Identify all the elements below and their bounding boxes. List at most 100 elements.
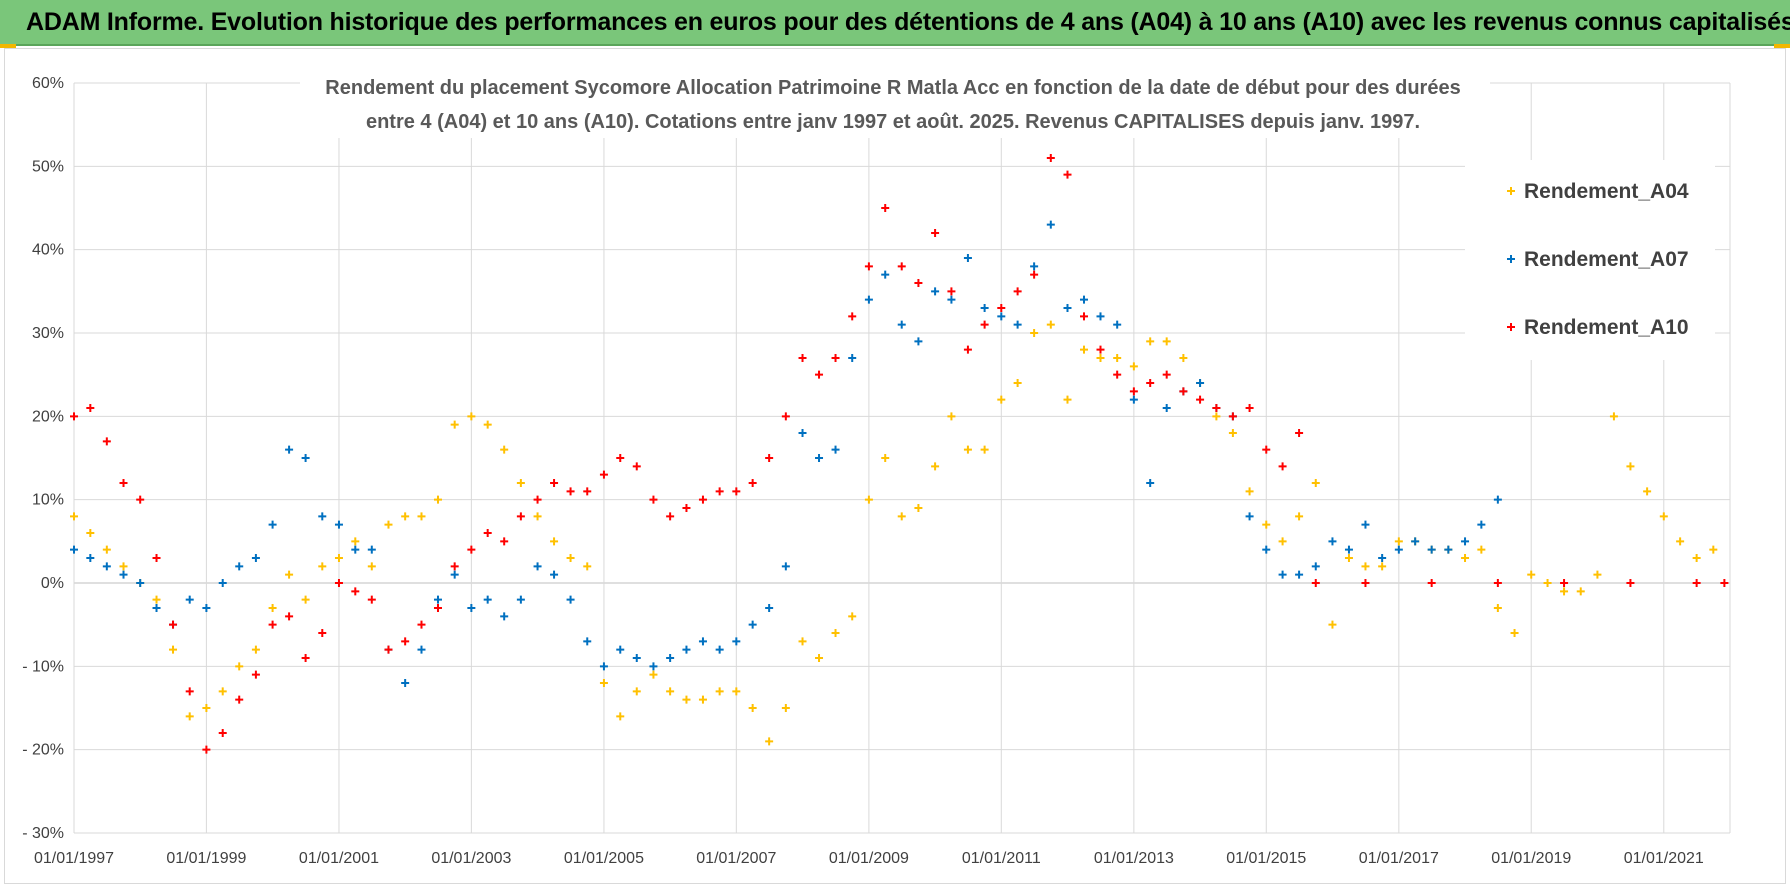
data-point: [516, 479, 525, 487]
data-point: [1676, 537, 1685, 546]
data-point: [848, 612, 857, 621]
data-point: [831, 354, 840, 362]
data-point: [1344, 545, 1353, 554]
data-point: [649, 495, 658, 504]
data-point: [1560, 587, 1569, 596]
data-point: [1262, 545, 1271, 554]
data-point: [1295, 570, 1304, 579]
data-point: [1394, 537, 1403, 546]
data-point: [831, 445, 840, 454]
data-point: [1411, 537, 1420, 546]
data-point: [963, 445, 972, 454]
data-point: [1720, 579, 1729, 587]
data-point: [1179, 354, 1188, 362]
data-point: [616, 454, 625, 462]
data-point: [1079, 345, 1088, 354]
data-point: [997, 304, 1006, 312]
data-point: [417, 645, 426, 654]
chart-border: [4, 48, 1786, 884]
data-point: [251, 670, 260, 679]
data-point: [218, 579, 227, 587]
data-point: [698, 695, 707, 704]
y-tick-label: 40%: [32, 242, 64, 259]
y-axis-ticks: 60% 50% 40% 30% 20% 10% 0% - 10% - 20% - 30%: [22, 75, 64, 842]
data-point: [1046, 320, 1055, 329]
data-point: [467, 604, 476, 612]
series-Rendement_A07: [70, 220, 1502, 687]
data-point: [1245, 404, 1254, 412]
data-point: [119, 479, 128, 487]
data-point: [301, 454, 310, 462]
data-point: [632, 687, 641, 696]
data-point: [483, 529, 492, 537]
data-point: [102, 545, 111, 554]
data-point: [947, 412, 956, 421]
chart-title: Rendement du placement Sycomore Allocati…: [300, 66, 1490, 138]
data-point: [152, 554, 161, 562]
banner-accent-right: [1774, 44, 1790, 48]
data-point: [433, 595, 442, 604]
data-point: [152, 604, 161, 612]
data-point: [732, 487, 741, 496]
data-point: [864, 495, 873, 504]
data-point: [1361, 562, 1370, 571]
data-point: [367, 545, 376, 554]
header-banner: ADAM Informe. Evolution historique des p…: [0, 0, 1790, 46]
data-point: [1609, 412, 1618, 421]
data-point: [1378, 562, 1387, 571]
data-point: [251, 645, 260, 654]
data-point: [781, 412, 790, 421]
data-point: [1593, 570, 1602, 579]
data-point: [1013, 379, 1022, 387]
data-point: [450, 570, 459, 579]
data-points: [70, 154, 1729, 754]
data-point: [1493, 579, 1502, 587]
data-point: [649, 662, 658, 671]
data-point: [765, 737, 774, 746]
data-point: [533, 562, 542, 571]
data-point: [516, 512, 525, 521]
data-point: [318, 512, 327, 521]
data-point: [185, 712, 194, 721]
data-point: [815, 370, 824, 379]
x-tick-label: 01/01/2017: [1359, 850, 1439, 867]
y-tick-label: 0%: [41, 575, 64, 592]
data-point: [599, 662, 608, 671]
data-point: [1245, 487, 1254, 496]
data-point: [1063, 395, 1072, 404]
x-axis-ticks: 01/01/1997 01/01/1999 01/01/2001 01/01/2003…: [34, 850, 1704, 867]
data-point: [1427, 545, 1436, 554]
data-point: [715, 687, 724, 696]
data-point: [897, 262, 906, 271]
data-point: [1113, 370, 1122, 379]
data-point: [102, 437, 111, 446]
data-point: [848, 354, 857, 362]
data-point: [550, 537, 559, 546]
data-point: [1543, 579, 1552, 587]
data-point: [1228, 429, 1237, 437]
data-point: [649, 670, 658, 679]
x-tick-label: 01/01/1999: [166, 850, 246, 867]
data-point: [1461, 554, 1470, 562]
data-point: [1030, 262, 1039, 271]
data-point: [102, 562, 111, 571]
data-point: [318, 562, 327, 571]
data-point: [417, 620, 426, 629]
data-point: [1146, 337, 1155, 346]
data-point: [86, 554, 95, 562]
data-point: [235, 695, 244, 704]
data-point: [467, 412, 476, 421]
data-point: [682, 645, 691, 654]
data-point: [1030, 329, 1039, 337]
data-point: [914, 337, 923, 346]
data-point: [1129, 395, 1138, 404]
data-point: [831, 629, 840, 637]
data-point: [1576, 587, 1585, 596]
data-point: [963, 254, 972, 262]
data-point: [1444, 545, 1453, 554]
data-point: [533, 495, 542, 504]
data-point: [1162, 370, 1171, 379]
data-point: [1709, 545, 1718, 554]
data-point: [1129, 387, 1138, 396]
data-point: [1245, 512, 1254, 521]
